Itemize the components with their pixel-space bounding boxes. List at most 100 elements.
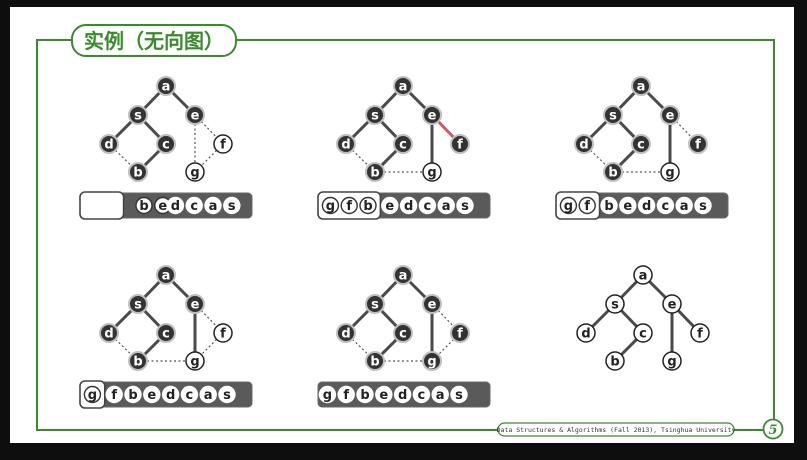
queue-right-item-0 — [318, 385, 337, 404]
node-f — [213, 323, 233, 343]
queue-right-item-5 — [199, 385, 217, 404]
node-b — [365, 162, 385, 182]
queue-left-item-1 — [340, 196, 358, 215]
node-s — [128, 105, 148, 125]
queue-right-label-3: d — [166, 388, 175, 403]
queue-right-item-3 — [223, 196, 241, 215]
queue-right-label-0: d — [171, 199, 180, 214]
node-label-a: a — [637, 80, 646, 95]
queue-left-label-0: g — [88, 388, 97, 403]
node-d — [336, 134, 356, 154]
node-label-e: e — [428, 298, 437, 313]
node-g — [185, 162, 205, 182]
node-c — [631, 134, 651, 154]
queue-left-item-0 — [559, 196, 578, 215]
node-a — [156, 76, 176, 96]
node-label-s: s — [371, 298, 379, 313]
node-b — [128, 162, 148, 182]
node-d — [99, 323, 119, 343]
slide-title: 实例（无向图） — [84, 29, 224, 53]
queue-right-item-3 — [375, 385, 393, 404]
bfs-step-2: as ed c fb gg f b e d c a s — [317, 76, 491, 220]
node-a — [631, 76, 651, 96]
node-label-s: s — [134, 109, 142, 124]
node-c — [633, 323, 653, 343]
queue-right-item-7 — [450, 385, 468, 404]
slide-frame — [36, 39, 775, 431]
node-label-f: f — [220, 138, 226, 153]
queue-right-item-1 — [124, 385, 142, 404]
queue-left-item-0 — [321, 196, 340, 215]
queue-right-label-5: c — [418, 388, 426, 403]
queue-right-item-1 — [619, 196, 637, 215]
node-s — [365, 105, 385, 125]
queue-right-label-0: f — [111, 388, 117, 403]
queue-right-label-1: b — [128, 388, 137, 403]
node-label-a: a — [639, 269, 648, 284]
queue-right-label-4: a — [680, 199, 689, 214]
queue-right-item-6 — [431, 385, 449, 404]
node-label-c: c — [639, 327, 647, 342]
queue-right-label-1: c — [190, 199, 198, 214]
node-label-f: f — [220, 327, 226, 342]
queue-right-item-6 — [218, 385, 236, 404]
node-label-d: d — [104, 327, 113, 342]
node-label-d: d — [581, 327, 590, 342]
queue-right-item-4 — [393, 385, 412, 404]
queue-right-label-4: d — [398, 388, 407, 403]
queue-right-item-4 — [180, 385, 199, 404]
queue-right-label-1: f — [343, 388, 349, 403]
node-c — [393, 134, 413, 154]
node-label-f: f — [457, 138, 463, 153]
node-s — [365, 294, 385, 314]
node-label-s: s — [611, 298, 619, 313]
node-label-e: e — [191, 109, 200, 124]
page-number-badge — [762, 418, 784, 440]
queue-right-label-4: c — [186, 388, 194, 403]
node-s — [603, 105, 623, 125]
queue-right-label-2: e — [147, 388, 156, 403]
node-d — [99, 134, 119, 154]
queue-right-item-1 — [185, 196, 203, 215]
node-label-s: s — [371, 109, 379, 124]
bfs-steps: as ed c fb gb e d c a sas ed c fb gg f b e d c a sas ed c fb gg f… — [79, 76, 729, 409]
node-label-c: c — [162, 327, 170, 342]
queue-pending — [79, 191, 125, 220]
node-label-e: e — [666, 109, 675, 124]
queue-right-item-0 — [600, 196, 618, 215]
node-label-b: b — [133, 166, 142, 181]
queue-right-item-0 — [381, 196, 399, 215]
node-f — [450, 134, 470, 154]
queue-left-label-0: b — [139, 199, 148, 214]
queue-right-label-0: b — [604, 199, 613, 214]
node-e — [185, 294, 205, 314]
queue-right-label-3: a — [442, 199, 451, 214]
node-g — [662, 351, 682, 371]
queue-right-label-0: e — [385, 199, 394, 214]
node-label-b: b — [370, 166, 379, 181]
queue-right-label-2: c — [424, 199, 432, 214]
node-f — [690, 323, 710, 343]
node-e — [185, 105, 205, 125]
node-s — [128, 294, 148, 314]
queue-right-label-3: c — [662, 199, 670, 214]
node-label-a: a — [399, 80, 408, 95]
queue-left-item-2 — [359, 196, 377, 215]
queue-right-label-7: s — [455, 388, 463, 403]
node-label-d: d — [104, 138, 113, 153]
node-g — [422, 162, 442, 182]
node-label-b: b — [133, 355, 142, 370]
node-label-e: e — [668, 298, 677, 313]
node-a — [156, 265, 176, 285]
queue-right-item-4 — [456, 196, 474, 215]
queue-right-item-4 — [675, 196, 693, 215]
node-f — [688, 134, 708, 154]
node-label-g: g — [667, 355, 676, 370]
queue-left-item-0 — [135, 196, 153, 215]
node-a — [633, 265, 653, 285]
node-c — [156, 323, 176, 343]
queue-right-label-5: a — [204, 388, 213, 403]
queue-left-label-0: g — [326, 199, 335, 214]
bfs-step-6: a s e d c f b g — [576, 265, 710, 371]
